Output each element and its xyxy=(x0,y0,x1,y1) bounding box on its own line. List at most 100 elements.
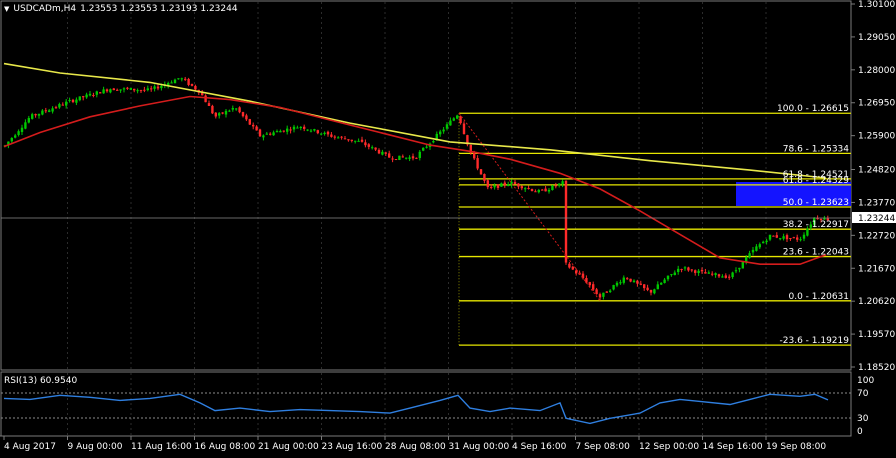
candle-body xyxy=(629,278,632,282)
price-tick-label: 1.21670 xyxy=(858,264,895,274)
candle-body xyxy=(221,112,224,114)
candle-body xyxy=(554,185,557,187)
candle-body xyxy=(71,99,75,103)
candle-body xyxy=(442,129,445,132)
price-tick-label: 1.30100 xyxy=(858,0,895,10)
candle-body xyxy=(112,88,115,91)
candle-body xyxy=(102,89,105,94)
ohlc-values: 1.23553 1.23553 1.23193 1.23244 xyxy=(80,4,238,14)
candle-body xyxy=(656,284,659,290)
candle-body xyxy=(728,276,731,278)
current-price-box xyxy=(852,212,896,223)
candle-body xyxy=(190,83,194,86)
candle-body xyxy=(619,282,622,284)
fibo-level-label: 61.8 - 1.24521 xyxy=(783,170,849,180)
candle-body xyxy=(799,239,802,241)
candle-body xyxy=(48,110,51,112)
candle-body xyxy=(340,136,343,138)
time-tick-label: 31 Aug 00:00 xyxy=(449,442,510,452)
candle-body xyxy=(255,126,258,131)
time-tick-label: 7 Sep 08:00 xyxy=(576,442,631,452)
candle-body xyxy=(238,107,241,113)
candle-body xyxy=(809,224,812,228)
collapse-triangle-icon[interactable]: ▼ xyxy=(4,5,10,13)
candle-body xyxy=(245,115,248,120)
candle-body xyxy=(343,138,347,140)
vertical-grid xyxy=(67,2,767,435)
candle-body xyxy=(643,284,646,289)
candle-body xyxy=(513,181,517,185)
candle-body xyxy=(622,277,625,283)
candle-body xyxy=(758,244,761,248)
candle-body xyxy=(99,92,102,94)
candle-body xyxy=(558,183,561,186)
candle-body xyxy=(54,107,58,109)
supply-zone-rectangle[interactable] xyxy=(736,182,851,206)
candle-body xyxy=(177,78,180,80)
candle-body xyxy=(666,275,670,280)
candle-body xyxy=(765,240,768,242)
time-tick-label: 4 Sep 16:00 xyxy=(512,442,567,452)
candle-body xyxy=(456,115,459,119)
candle-body xyxy=(235,108,238,110)
candle-body xyxy=(204,95,207,103)
candle-body xyxy=(252,124,255,127)
candle-body xyxy=(646,287,649,291)
candle-body xyxy=(316,130,319,134)
candle-body xyxy=(649,289,653,293)
candle-body xyxy=(146,88,149,91)
candle-body xyxy=(357,140,360,142)
candle-body xyxy=(167,83,170,86)
time-tick-label: 9 Aug 00:00 xyxy=(68,442,123,452)
candle-body xyxy=(184,78,187,80)
candle-body xyxy=(439,131,442,135)
candle-body xyxy=(88,93,92,96)
candle-body xyxy=(394,159,398,161)
candle-body xyxy=(275,131,279,133)
candle-body xyxy=(782,236,785,239)
candle-body xyxy=(663,279,666,283)
candle-body xyxy=(524,188,527,190)
candle-body xyxy=(473,152,476,159)
candle-body xyxy=(826,218,829,221)
candle-body xyxy=(65,101,68,106)
candle-body xyxy=(31,114,34,119)
candle-body xyxy=(381,151,384,155)
candle-body xyxy=(401,156,404,158)
fibo-level-label: 61.8 - 1.24329 xyxy=(783,176,849,186)
candle-body xyxy=(309,130,313,132)
candle-body xyxy=(738,267,741,270)
candle-body xyxy=(7,141,10,146)
fibonacci-levels[interactable] xyxy=(458,112,851,346)
candle-body xyxy=(683,267,687,269)
candle-body xyxy=(527,188,530,190)
candle-body xyxy=(68,99,71,101)
price-tick-label: 1.22720 xyxy=(858,231,895,241)
candle-body xyxy=(405,157,408,159)
candle-body xyxy=(34,114,37,116)
candle-body xyxy=(768,234,772,240)
candle-body xyxy=(517,183,520,187)
candle-body xyxy=(755,246,758,251)
candle-body xyxy=(534,191,537,193)
time-tick-label: 21 Aug 00:00 xyxy=(258,442,319,452)
candle-body xyxy=(122,88,126,90)
candle-body xyxy=(639,283,642,285)
candle-body xyxy=(299,126,302,128)
candle-body xyxy=(530,188,534,191)
candle-body xyxy=(483,174,486,181)
candle-body xyxy=(602,292,605,297)
candle-body xyxy=(479,169,483,175)
candle-body xyxy=(585,278,588,283)
candle-body xyxy=(241,112,245,117)
candle-body xyxy=(615,282,619,286)
candle-body xyxy=(707,272,710,274)
candle-body xyxy=(354,140,357,142)
price-tick-label: 1.28000 xyxy=(858,66,895,76)
time-tick-label: 11 Aug 16:00 xyxy=(131,442,192,452)
candle-body xyxy=(745,257,748,263)
price-tick-label: 1.20620 xyxy=(858,297,895,307)
candle-body xyxy=(282,130,285,132)
candle-body xyxy=(415,157,418,159)
